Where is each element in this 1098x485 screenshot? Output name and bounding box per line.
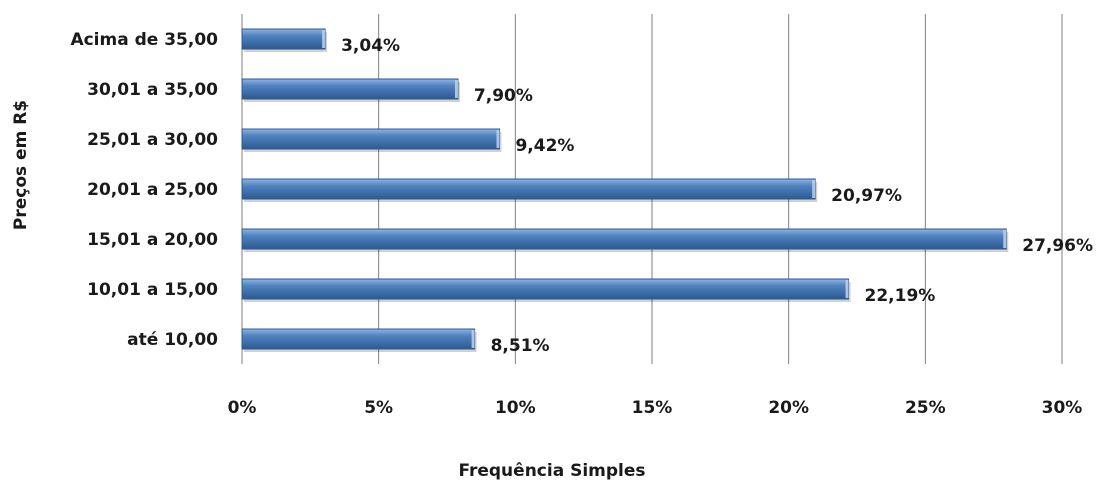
bar-cap (812, 180, 816, 198)
bar-cap (496, 130, 500, 148)
category-label: até 10,00 (127, 330, 218, 350)
bar (241, 228, 1007, 250)
x-tick-label: 25% (905, 398, 946, 418)
category-label: 25,01 a 30,00 (87, 130, 218, 150)
category-label: 10,01 a 15,00 (87, 280, 218, 300)
bar (241, 78, 459, 100)
data-label: 22,19% (865, 286, 936, 306)
bar-cap (845, 280, 849, 298)
x-tick-label: 10% (495, 398, 536, 418)
category-labels: até 10,00 10,01 a 15,00 15,01 a 20,00 20,01… (70, 30, 218, 350)
bar (241, 278, 850, 300)
x-tick-label: 5% (364, 398, 393, 418)
bar-cap (322, 30, 326, 48)
data-label: 7,90% (474, 86, 533, 106)
bars (241, 28, 1009, 352)
x-tick-label: 30% (1042, 398, 1083, 418)
category-label: 30,01 a 35,00 (87, 80, 218, 100)
bar (241, 128, 500, 150)
y-axis-title: Preços em R$ (11, 100, 31, 230)
bar-cap (454, 80, 458, 98)
bar-cap (1003, 230, 1007, 248)
x-axis-title: Frequência Simples (458, 461, 645, 481)
bar-cap (471, 330, 475, 348)
x-tick-labels: 0% 5% 10% 15% 20% 25% 30% (228, 398, 1083, 418)
bar (241, 178, 816, 200)
x-tick-label: 20% (768, 398, 809, 418)
category-label: 20,01 a 25,00 (87, 180, 218, 200)
data-label: 20,97% (831, 186, 902, 206)
x-tick-label: 15% (632, 398, 673, 418)
data-label: 27,96% (1022, 236, 1093, 256)
category-label: 15,01 a 20,00 (87, 230, 218, 250)
x-tick-label: 0% (228, 398, 257, 418)
bar (241, 28, 326, 50)
data-label: 8,51% (491, 336, 550, 356)
category-label: Acima de 35,00 (70, 30, 218, 50)
data-labels: 8,51% 22,19% 27,96% 20,97% 9,42% 7,90% 3,04% (341, 36, 1093, 356)
data-label: 3,04% (341, 36, 400, 56)
data-label: 9,42% (515, 136, 574, 156)
bar (241, 328, 476, 350)
